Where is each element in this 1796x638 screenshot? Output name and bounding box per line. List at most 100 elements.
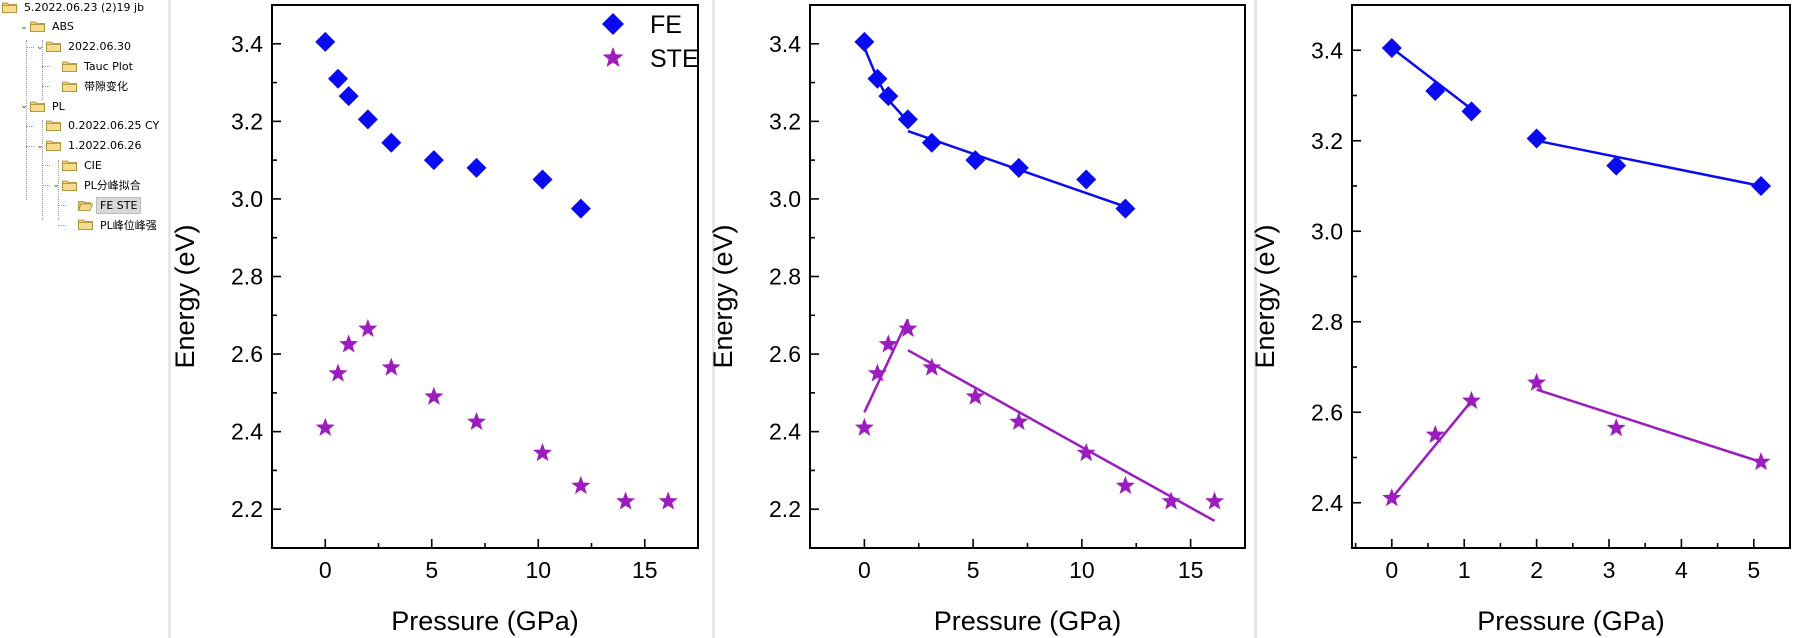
data-point-fe bbox=[381, 132, 402, 153]
x-tick-label: 0 bbox=[858, 557, 871, 583]
tree-item-label: PL峰位峰强 bbox=[100, 218, 157, 232]
folder-icon bbox=[78, 200, 93, 211]
y-tick-label: 2.2 bbox=[769, 496, 801, 522]
tree-item[interactable]: ⌄ PL bbox=[18, 96, 68, 116]
y-tick-label: 2.6 bbox=[769, 341, 801, 367]
data-point-ste bbox=[467, 411, 486, 430]
tree-connector bbox=[26, 40, 27, 200]
tree-item[interactable]: ⌄ PL分峰拟合 bbox=[50, 175, 144, 195]
y-tick-label: 3.0 bbox=[1311, 218, 1343, 244]
y-tick-label: 2.6 bbox=[231, 341, 263, 367]
tree-item-label: Tauc Plot bbox=[84, 59, 133, 73]
x-tick-label: 5 bbox=[425, 557, 438, 583]
data-point-ste bbox=[1425, 424, 1445, 443]
data-point-ste bbox=[878, 334, 898, 353]
tree-item-label: 2022.06.30 bbox=[68, 40, 131, 54]
data-point-fe bbox=[1076, 169, 1097, 190]
legend-label: STE bbox=[650, 45, 699, 73]
chevron-down-icon[interactable]: ⌄ bbox=[52, 180, 60, 191]
data-point-fe bbox=[1461, 101, 1482, 122]
x-tick-label: 15 bbox=[1178, 557, 1204, 583]
tree-connector bbox=[42, 120, 43, 220]
tree-connector bbox=[42, 185, 50, 187]
data-point-fe bbox=[532, 169, 553, 190]
fit-line-ste bbox=[863, 318, 910, 413]
tree-item-label: 5.2022.06.23 (2)19 jb bbox=[24, 0, 145, 14]
legend-label: FE bbox=[650, 11, 682, 39]
data-point-fe bbox=[897, 109, 918, 130]
tree-item-label: 带隙变化 bbox=[84, 80, 128, 94]
tree-connector bbox=[42, 40, 43, 100]
tree-item-label: 1.2022.06.26 bbox=[68, 139, 142, 153]
data-point-ste bbox=[898, 318, 918, 337]
chevron-down-icon[interactable]: ⌄ bbox=[20, 21, 28, 32]
data-point-ste bbox=[854, 417, 874, 436]
tree-item[interactable]: 带隙变化 bbox=[50, 76, 131, 96]
y-tick-label: 3.4 bbox=[1311, 37, 1343, 63]
data-point-ste bbox=[922, 357, 942, 376]
fit-line-fe bbox=[1391, 47, 1473, 111]
y-tick-label: 2.8 bbox=[231, 264, 263, 290]
y-tick-label: 3.0 bbox=[769, 186, 801, 212]
tree-item[interactable]: FE STE bbox=[66, 195, 142, 215]
x-tick-label: 3 bbox=[1603, 557, 1616, 583]
data-point-ste bbox=[1461, 390, 1481, 409]
data-point-fe bbox=[1008, 157, 1029, 178]
tree-item[interactable]: 0.2022.06.25 CY bbox=[34, 116, 162, 136]
folder-icon bbox=[78, 219, 93, 231]
data-point-ste bbox=[965, 386, 985, 405]
data-point-fe bbox=[338, 86, 359, 107]
data-point-fe bbox=[854, 31, 875, 52]
x-axis-title: Pressure (GPa) bbox=[1477, 606, 1665, 636]
tree-connector bbox=[26, 125, 34, 127]
data-point-fe bbox=[1526, 128, 1547, 149]
tree-item[interactable]: PL峰位峰强 bbox=[66, 215, 160, 235]
chart-panel-3: 2.4 2.6 2.8 3.0 3.2 3.4 0 1 2 3 4 5 Pressure (GPa) En… bbox=[1250, 4, 1791, 636]
x-axis-title: Pressure (GPa) bbox=[934, 606, 1122, 636]
tree-item-label: 0.2022.06.25 CY bbox=[68, 119, 160, 133]
y-tick-label: 2.6 bbox=[1311, 399, 1343, 425]
y-tick-label: 3.2 bbox=[769, 108, 801, 134]
data-point-ste bbox=[533, 443, 552, 462]
x-tick-label: 5 bbox=[1747, 557, 1760, 583]
chevron-down-icon[interactable]: ⌄ bbox=[36, 140, 44, 151]
tree-item-label: CIE bbox=[84, 158, 102, 172]
folder-icon bbox=[2, 2, 17, 13]
tree-item[interactable]: ⌄ 2022.06.30 bbox=[34, 37, 134, 57]
folder-icon bbox=[30, 21, 45, 33]
legend-marker-fe bbox=[602, 13, 624, 35]
data-point-fe bbox=[570, 198, 591, 219]
x-tick-label: 0 bbox=[319, 557, 332, 583]
tree-item-label: FE STE bbox=[95, 196, 142, 214]
data-point-ste bbox=[1009, 411, 1029, 430]
data-point-ste bbox=[424, 386, 444, 405]
tree-connector bbox=[26, 145, 34, 147]
data-point-ste bbox=[358, 318, 378, 337]
data-point-fe bbox=[1115, 198, 1136, 219]
chevron-down-icon[interactable]: ⌄ bbox=[20, 101, 28, 111]
tree-connector bbox=[58, 224, 66, 226]
tree-item[interactable]: ⌄ ABS bbox=[18, 17, 77, 37]
y-axis-title: Energy (eV) bbox=[170, 224, 200, 368]
data-point-fe bbox=[1425, 80, 1446, 101]
tree-item[interactable]: ⌄ 1.2022.06.26 bbox=[34, 136, 144, 156]
data-point-fe bbox=[328, 68, 349, 89]
data-point-ste bbox=[867, 363, 887, 382]
tree-item-label: PL分峰拟合 bbox=[84, 179, 141, 193]
tree-item[interactable]: Tauc Plot bbox=[50, 56, 136, 76]
data-point-ste bbox=[328, 363, 348, 382]
chevron-down-icon[interactable]: ⌄ bbox=[36, 41, 44, 52]
x-tick-label: 15 bbox=[632, 557, 658, 583]
data-point-fe bbox=[315, 31, 336, 52]
tree-connector bbox=[42, 66, 50, 68]
data-point-ste bbox=[315, 417, 335, 436]
y-tick-label: 2.8 bbox=[1311, 309, 1343, 335]
tree-item[interactable]: 5.2022.06.23 (2)19 jb bbox=[2, 0, 147, 17]
x-tick-label: 1 bbox=[1458, 557, 1471, 583]
data-point-fe bbox=[1751, 176, 1772, 196]
data-point-ste bbox=[1382, 488, 1402, 507]
tree-connector bbox=[42, 165, 50, 167]
x-tick-label: 2 bbox=[1530, 557, 1543, 583]
fit-line-ste bbox=[1536, 388, 1762, 464]
tree-item[interactable]: CIE bbox=[50, 155, 105, 175]
